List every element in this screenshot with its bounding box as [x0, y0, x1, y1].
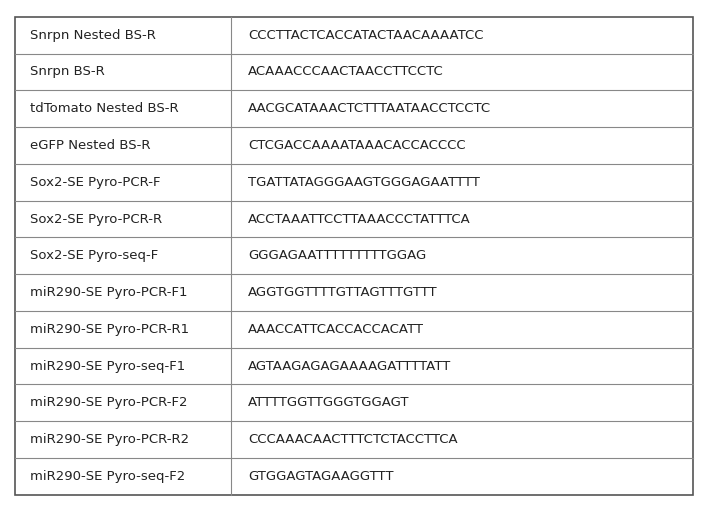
Text: eGFP Nested BS-R: eGFP Nested BS-R: [30, 139, 150, 152]
Text: miR290-SE Pyro-seq-F1: miR290-SE Pyro-seq-F1: [30, 360, 185, 373]
Text: miR290-SE Pyro-PCR-F1: miR290-SE Pyro-PCR-F1: [30, 286, 187, 299]
Text: TGATTATAGGGAAGTGGGAGAATTTT: TGATTATAGGGAAGTGGGAGAATTTT: [249, 176, 480, 189]
Text: CTCGACCAAAATAAACACCACCCC: CTCGACCAAAATAAACACCACCCC: [249, 139, 466, 152]
Text: Snrpn BS-R: Snrpn BS-R: [30, 66, 104, 79]
Text: miR290-SE Pyro-PCR-F2: miR290-SE Pyro-PCR-F2: [30, 397, 187, 409]
Text: miR290-SE Pyro-PCR-R2: miR290-SE Pyro-PCR-R2: [30, 433, 189, 446]
Text: ACAAACCCAACTAACCTTCCTC: ACAAACCCAACTAACCTTCCTC: [249, 66, 444, 79]
Text: Sox2-SE Pyro-PCR-R: Sox2-SE Pyro-PCR-R: [30, 212, 161, 225]
Text: ATTTTGGTTGGGTGGAGT: ATTTTGGTTGGGTGGAGT: [249, 397, 410, 409]
Text: Sox2-SE Pyro-seq-F: Sox2-SE Pyro-seq-F: [30, 249, 158, 262]
Text: miR290-SE Pyro-seq-F2: miR290-SE Pyro-seq-F2: [30, 470, 185, 483]
Text: Sox2-SE Pyro-PCR-F: Sox2-SE Pyro-PCR-F: [30, 176, 160, 189]
Text: GTGGAGTAGAAGGTTT: GTGGAGTAGAAGGTTT: [249, 470, 394, 483]
Text: miR290-SE Pyro-PCR-R1: miR290-SE Pyro-PCR-R1: [30, 323, 189, 336]
Text: GGGAGAATTTTTTTTTGGAG: GGGAGAATTTTTTTTTGGAG: [249, 249, 426, 262]
Text: AAACCATTCACCACCACATT: AAACCATTCACCACCACATT: [249, 323, 424, 336]
Text: CCCTTACTCACCATACTAACAAAATCC: CCCTTACTCACCATACTAACAAAATCC: [249, 29, 484, 42]
Text: AACGCATAAACTCTTTAATAACCTCCTC: AACGCATAAACTCTTTAATAACCTCCTC: [249, 102, 491, 115]
Text: Snrpn Nested BS-R: Snrpn Nested BS-R: [30, 29, 156, 42]
Text: CCCAAACAACTTTCTCTACCTTCA: CCCAAACAACTTTCTCTACCTTCA: [249, 433, 458, 446]
Text: ACCTAAATTCCTTAAACCCTATTTCA: ACCTAAATTCCTTAAACCCTATTTCA: [249, 212, 471, 225]
Text: AGTAAGAGAGAAAAGATTTTATT: AGTAAGAGAGAAAAGATTTTATT: [249, 360, 452, 373]
Text: AGGTGGTTTTGTTAGTTTGTTT: AGGTGGTTTTGTTAGTTTGTTT: [249, 286, 438, 299]
Text: tdTomato Nested BS-R: tdTomato Nested BS-R: [30, 102, 178, 115]
